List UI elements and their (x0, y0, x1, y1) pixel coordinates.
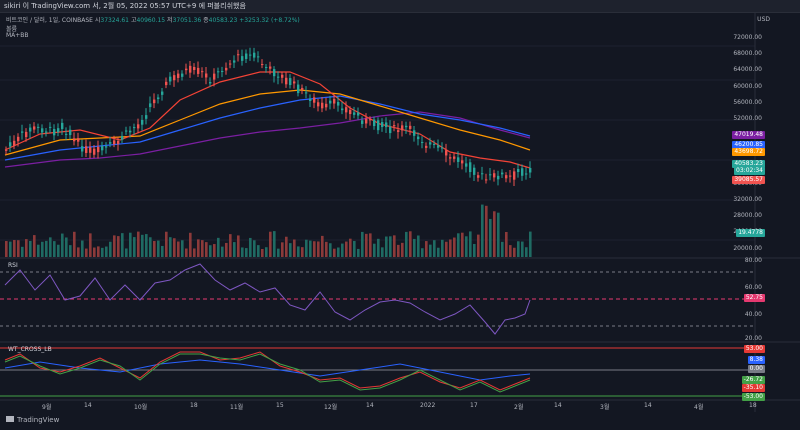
price-tag: 03:02:34 (734, 167, 765, 175)
volume-bars (5, 204, 532, 257)
time-tick: 18 (190, 402, 198, 409)
price-candles (5, 47, 532, 186)
wt-tag: -26.72 (741, 376, 765, 384)
ma-orange-line (4, 89, 531, 156)
rsi-title: RSI (8, 262, 18, 269)
publish-caption: sikiri 이 TradingView.com 서, 2월 05, 2022 … (4, 2, 246, 10)
price-tick: 28000.00 (733, 212, 762, 220)
close-value: 40583.23 (208, 17, 238, 24)
price-tick: 68000.00 (733, 50, 762, 58)
wt-tag: 0.00 (747, 365, 765, 373)
time-tick: 14 (554, 402, 562, 409)
rsi-tick: 60.00 (744, 284, 762, 291)
time-tick: 12월 (324, 404, 338, 411)
low-value: 37051.36 (172, 17, 202, 24)
bb-upper-line (4, 111, 531, 168)
price-tag: 39085.57 (732, 176, 765, 184)
ohlc-legend: 비트코인 / 달러, 1일, COINBASE 시37324.61 고40960… (6, 17, 300, 24)
price-tick: 60000.00 (733, 82, 762, 90)
rsi-tick: 80.00 (744, 257, 762, 264)
price-tag: 46200.85 (732, 141, 765, 149)
rsi-tick: 40.00 (744, 311, 762, 318)
time-tick: 18 (749, 402, 757, 409)
open-value: 37324.61 (100, 17, 130, 24)
wt-tag: -35.10 (741, 384, 765, 392)
time-tick: 11월 (230, 404, 244, 411)
time-tick: 14 (84, 402, 92, 409)
time-tick: 15 (276, 402, 284, 409)
high-value: 40960.15 (136, 17, 166, 24)
wt-blue-area (4, 359, 531, 381)
currency-label: USD (757, 16, 770, 23)
time-tick: 10월 (134, 404, 148, 411)
ma-blue-line (4, 95, 531, 161)
price-tag: 47019.48 (732, 131, 765, 139)
wt-tag: -53.00 (741, 393, 765, 401)
tradingview-logo[interactable]: TradingView (6, 416, 59, 424)
rsi-value-tag: 52.75 (743, 294, 765, 302)
change-value: +3253.32 (+8.72%) (239, 17, 300, 24)
symbol-label: 비트코인 / 달러, 1일, COINBASE (6, 17, 93, 24)
volume-legend: 볼륨 (6, 26, 18, 33)
rsi-line (4, 263, 531, 335)
wt-title: WT_CROSS_LB (8, 346, 52, 353)
wt-green-line (4, 353, 531, 393)
time-tick: 2022 (420, 402, 436, 409)
rsi-tick: 20.00 (744, 335, 762, 342)
price-tag: 40583.23 (732, 160, 765, 168)
price-tick: 20000.00 (733, 244, 762, 252)
price-tick: 72000.00 (733, 34, 762, 41)
wt-tag: 8.38 (747, 356, 765, 364)
time-tick: 3월 (600, 404, 610, 411)
price-tick: 64000.00 (733, 66, 762, 74)
price-tick: 32000.00 (733, 196, 762, 203)
publish-header: sikiri 이 TradingView.com 서, 2월 05, 2022 … (0, 0, 800, 13)
wt-tag: 53.00 (743, 345, 765, 353)
time-tick: 2월 (514, 404, 524, 411)
price-tag: 19.4778 (736, 229, 765, 237)
ma-red-line (4, 71, 531, 169)
time-tick: 14 (366, 402, 374, 409)
price-tick: 56000.00 (733, 98, 762, 106)
time-tick: 17 (470, 402, 478, 409)
time-tick: 9월 (42, 404, 52, 411)
time-tick: 4월 (694, 404, 704, 411)
price-tag: 43698.72 (732, 148, 765, 156)
tv-logo-icon (6, 416, 14, 422)
time-tick: 14 (644, 402, 652, 409)
price-tick: 52000.00 (733, 115, 762, 122)
indicator-legend: MA+BB (6, 32, 29, 39)
